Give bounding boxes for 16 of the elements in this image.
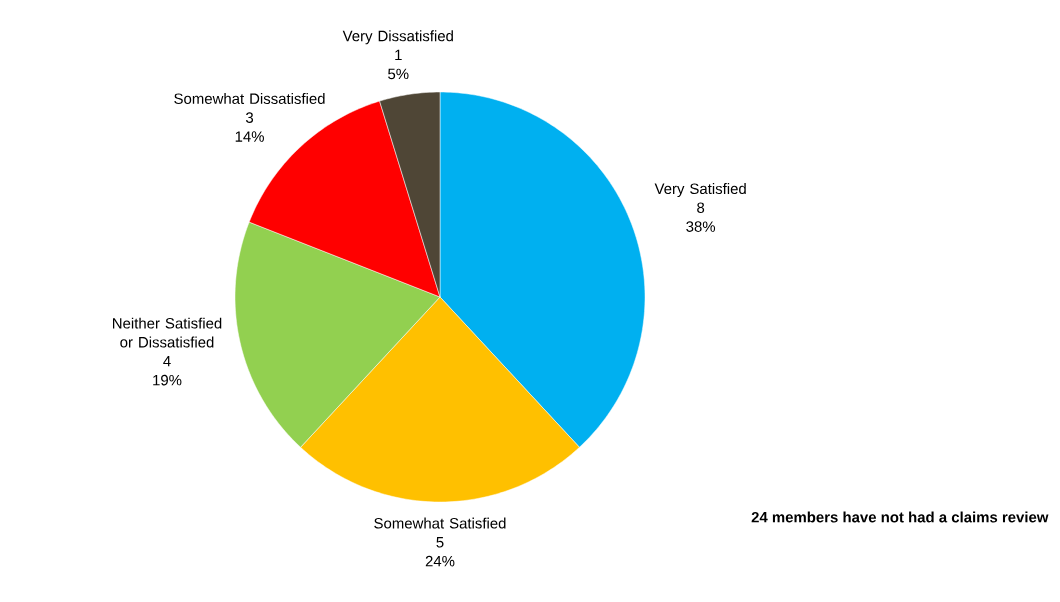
data-label: 8 bbox=[697, 202, 705, 213]
slice-label: Very Satisfied bbox=[654, 183, 746, 197]
text: 38% bbox=[686, 221, 716, 232]
data-label: 5 bbox=[436, 537, 444, 548]
text: 19% bbox=[153, 374, 182, 386]
text: 5% bbox=[388, 68, 409, 80]
slice-label: Very Dissatisfied bbox=[342, 30, 453, 45]
data-label: 1 bbox=[395, 49, 402, 61]
slice-label: Somewhat Satisfied bbox=[374, 517, 506, 529]
text: 24 members have not had a claims review bbox=[751, 511, 1049, 523]
text: 24% bbox=[425, 555, 455, 567]
text: 14% bbox=[235, 131, 264, 142]
slice-label: Neither Satisfied or Dissatisfied bbox=[113, 317, 222, 348]
data-label: 3 bbox=[245, 112, 254, 123]
slice-label: Somewhat Dissatisfied bbox=[174, 93, 325, 104]
data-label: 4 bbox=[163, 356, 171, 367]
